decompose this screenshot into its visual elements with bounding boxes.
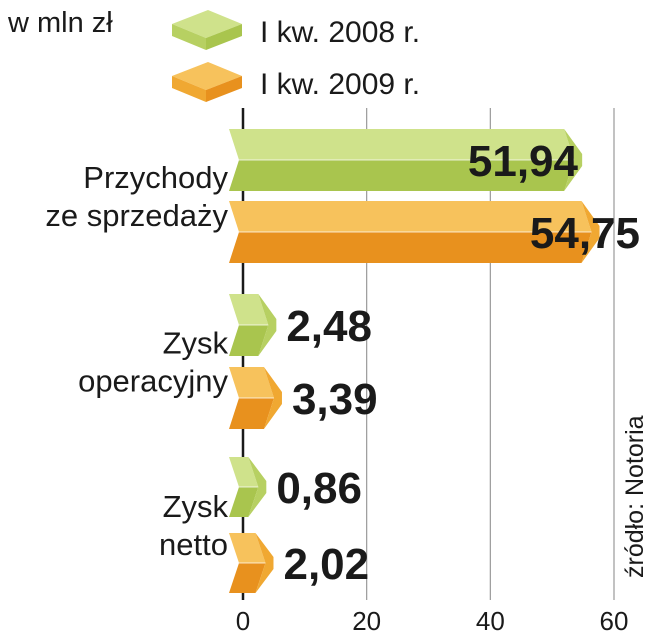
bar-s1-c1 (229, 367, 282, 429)
bar-end-cap (248, 457, 267, 517)
bar-upper-face (229, 533, 266, 563)
value-label-s0-c1: 2,48 (286, 302, 372, 351)
legend-swatch-right (206, 24, 242, 50)
legend-swatch-left (172, 24, 206, 50)
source-label: źródło: Notoria (621, 415, 649, 578)
value-label-s1-c0: 54,75 (530, 209, 640, 258)
bar-end-cap (258, 294, 277, 356)
value-label-s0-c0: 51,94 (468, 137, 579, 186)
legend-item-1: I kw. 2009 r. (172, 62, 420, 102)
legend-item-0: I kw. 2008 r. (172, 10, 420, 50)
x-tick-label: 0 (236, 606, 250, 636)
bar-end-cap (255, 533, 274, 593)
grid-layer: 0 20 40 60 (236, 108, 629, 636)
value-label-s1-c2: 2,02 (283, 540, 369, 589)
legend-swatch-left (172, 76, 206, 102)
unit-label: w mln zł (7, 7, 113, 39)
legend: I kw. 2008 r. I kw. 2009 r. (172, 10, 420, 102)
category-label-line: Przychody (83, 160, 228, 195)
bar-s1-c0 (229, 201, 600, 263)
bar-lower-face (229, 232, 592, 263)
bars-layer (229, 129, 600, 593)
bar-lower-face (229, 325, 269, 356)
legend-swatch-top (172, 62, 242, 90)
bar-s0-c2 (229, 457, 267, 517)
category-label-line: Zysk (163, 489, 229, 524)
legend-swatch-right (206, 76, 242, 102)
value-label-s0-c2: 0,86 (276, 464, 362, 513)
bar-upper-face (229, 129, 575, 160)
bar-lower-face (229, 160, 575, 191)
bar-upper-face (229, 201, 592, 232)
x-tick-label: 20 (352, 606, 381, 636)
bar-end-cap (581, 201, 600, 263)
bar-lower-face (229, 563, 266, 593)
bar-upper-face (229, 294, 269, 325)
legend-label: I kw. 2009 r. (260, 68, 420, 101)
legend-swatch-top (172, 10, 242, 38)
category-label-line: netto (159, 527, 228, 562)
x-tick-label: 60 (600, 606, 629, 636)
category-label-line: operacyjny (78, 364, 228, 399)
legend-label: I kw. 2008 r. (260, 16, 420, 49)
category-label-line: Zysk (163, 326, 229, 361)
bar-s1-c2 (229, 533, 274, 593)
bar-upper-face (229, 367, 274, 398)
bar-lower-face (229, 487, 259, 517)
bar-upper-face (229, 457, 259, 487)
category-label-line: ze sprzedaży (45, 198, 228, 233)
value-label-s1-c1: 3,39 (292, 375, 378, 424)
bar-end-cap (263, 367, 282, 429)
bar-s0-c1 (229, 294, 277, 356)
bar-lower-face (229, 398, 274, 429)
x-tick-label: 40 (476, 606, 505, 636)
bar-end-cap (564, 129, 583, 191)
bar-s0-c0 (229, 129, 583, 191)
